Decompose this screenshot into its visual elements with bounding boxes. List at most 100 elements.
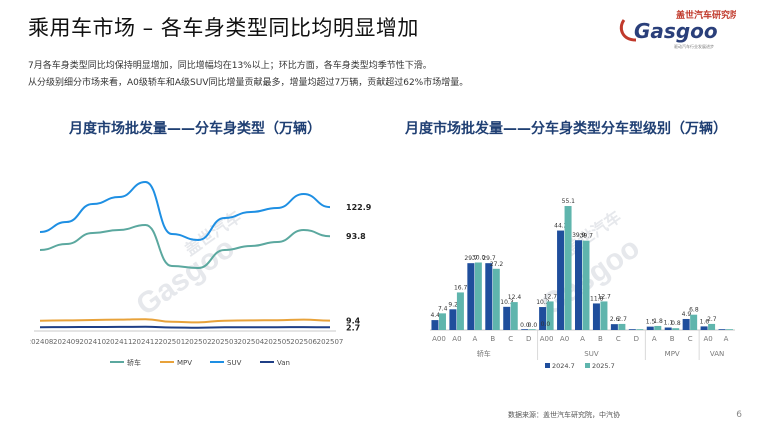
bar-value-label: 39.7 bbox=[580, 233, 594, 240]
bar-value-label: 16.7 bbox=[454, 284, 468, 291]
page-number: 6 bbox=[736, 410, 742, 420]
bar-value-label: 1.1 bbox=[664, 320, 674, 327]
legend-label: 轿车 bbox=[127, 358, 141, 367]
series-line-3 bbox=[39, 325, 331, 329]
bar-value-label: 9.2 bbox=[448, 301, 458, 308]
bar-2024.7 bbox=[628, 329, 636, 330]
bar-value-label: 0.8 bbox=[671, 320, 681, 327]
x-tick-label: A0 bbox=[560, 335, 569, 343]
bar-value-label: 39.9 bbox=[572, 232, 586, 239]
group-label: 轿车 bbox=[477, 349, 491, 358]
legend-label: Van bbox=[277, 359, 290, 367]
bar-2024.7 bbox=[610, 324, 618, 330]
bar-value-label: 1.6 bbox=[700, 318, 710, 325]
bar-value-label: 0.0 bbox=[520, 322, 530, 329]
bar-value-label: 30.0 bbox=[472, 255, 486, 262]
bar-value-label: 12.7 bbox=[544, 293, 558, 300]
x-tick-label: C bbox=[616, 335, 621, 343]
series-line-1 bbox=[39, 318, 331, 324]
line-chart: 2024082024092024102024112024122025012025… bbox=[30, 180, 372, 367]
bar-value-label: 10.3 bbox=[500, 299, 514, 306]
bar-2025.7 bbox=[654, 325, 662, 330]
x-tick-label: C bbox=[688, 335, 693, 343]
source-note: 数据来源：盖世汽车研究院，中汽协 bbox=[508, 411, 620, 419]
x-tick-label: 202412 bbox=[132, 338, 159, 346]
bar-2024.7 bbox=[664, 327, 672, 330]
x-tick-label: B bbox=[598, 335, 603, 343]
bar-2025.7 bbox=[510, 302, 518, 330]
bar-2024.7 bbox=[575, 240, 582, 330]
legend-label: SUV bbox=[227, 359, 242, 367]
x-tick-label: A0 bbox=[703, 335, 712, 343]
x-tick-label: B bbox=[490, 335, 495, 343]
bar-2025.7 bbox=[582, 240, 590, 330]
bar-value-label: 2.7 bbox=[617, 316, 627, 323]
bar-value-label: 2.6 bbox=[610, 316, 620, 323]
bar-2024.7 bbox=[467, 263, 475, 330]
bar-value-label: 44.2 bbox=[554, 223, 568, 230]
bar-2025.7 bbox=[474, 262, 482, 330]
bar-2025.7 bbox=[726, 329, 734, 330]
x-tick-label: A0 bbox=[452, 335, 461, 343]
legend-label: 2024.7 bbox=[552, 362, 575, 370]
x-tick-label: A bbox=[652, 335, 657, 343]
bar-2025.7 bbox=[528, 329, 536, 330]
x-tick-label: 202411 bbox=[106, 338, 133, 346]
bar-value-label: 55.1 bbox=[562, 198, 576, 205]
bar-2025.7 bbox=[564, 206, 572, 330]
summary-line-2: 从分级别细分市场来看，A0级轿车和A级SUV同比增量贡献最多，增量均超过7万辆，… bbox=[28, 78, 469, 88]
bar-value-label: 4.9 bbox=[682, 311, 692, 318]
x-tick-label: 202506 bbox=[290, 338, 317, 346]
summary-line-1: 7月各车身类型同比均保持明显增加，同比增幅均在13%以上；环比方面，各车身类型均… bbox=[28, 61, 432, 71]
end-value-label: 93.8 bbox=[346, 232, 366, 241]
logo-en: Gasgoo bbox=[634, 19, 718, 43]
bar-2024.7 bbox=[431, 320, 439, 330]
bar-2024.7 bbox=[485, 263, 493, 330]
bar-2024.7 bbox=[718, 329, 726, 330]
bar-2025.7 bbox=[546, 301, 554, 330]
bar-value-label: 12.4 bbox=[508, 294, 522, 301]
bar-value-label: 0.0 bbox=[528, 322, 538, 329]
bar-2025.7 bbox=[618, 323, 626, 330]
x-tick-label: 202504 bbox=[238, 338, 265, 346]
bar-2025.7 bbox=[708, 323, 716, 330]
x-tick-label: A bbox=[724, 335, 729, 343]
x-tick-label: A bbox=[472, 335, 477, 343]
bar-2024.7 bbox=[521, 329, 529, 330]
end-value-label: 2.7 bbox=[346, 323, 360, 332]
x-tick-label: A00 bbox=[432, 335, 446, 343]
bar-2024.7 bbox=[592, 303, 600, 330]
bar-value-label: 1.5 bbox=[646, 319, 656, 326]
logo-sub: 驱动汽车行业发展进步 bbox=[674, 43, 714, 49]
x-tick-label: 202502 bbox=[185, 338, 212, 346]
x-tick-label: 202507 bbox=[317, 338, 344, 346]
legend-label: 2025.7 bbox=[592, 362, 615, 370]
x-tick-label: 202409 bbox=[53, 338, 80, 346]
x-tick-label: D bbox=[634, 335, 639, 343]
x-tick-label: 202501 bbox=[158, 338, 185, 346]
bar-2024.7 bbox=[539, 307, 547, 330]
bar-2025.7 bbox=[492, 268, 500, 330]
bar-value-label: 0.0 bbox=[541, 321, 551, 328]
series-line-0 bbox=[39, 223, 331, 270]
page-title: 乘用车市场 – 各车身类型同比均明显增加 bbox=[28, 16, 419, 40]
x-tick-label: B bbox=[670, 335, 675, 343]
x-tick-label: D bbox=[526, 335, 531, 343]
bar-2025.7 bbox=[690, 314, 698, 330]
bar-value-label: 7.4 bbox=[438, 305, 448, 312]
legend-swatch bbox=[545, 363, 550, 368]
line-chart-title: 月度市场批发量——分车身类型（万辆） bbox=[69, 121, 321, 137]
bar-value-label: 2.7 bbox=[707, 316, 717, 323]
group-label: MPV bbox=[665, 350, 680, 358]
series-line-2 bbox=[39, 180, 331, 242]
bar-2024.7 bbox=[503, 306, 511, 330]
x-tick-label: 202505 bbox=[264, 338, 291, 346]
x-tick-label: 202408 bbox=[30, 338, 53, 346]
bar-value-label: 10.2 bbox=[536, 299, 550, 306]
end-value-label: 122.9 bbox=[346, 203, 372, 212]
x-tick-label: A00 bbox=[540, 335, 554, 343]
bar-value-label: 29.7 bbox=[464, 255, 478, 262]
bar-chart-title: 月度市场批发量——分车身类型分车型级别（万辆） bbox=[405, 121, 727, 137]
bar-chart: 4.47.4A009.216.7A029.730.0A29.727.2B10.3… bbox=[430, 198, 735, 370]
legend-swatch bbox=[585, 363, 590, 368]
